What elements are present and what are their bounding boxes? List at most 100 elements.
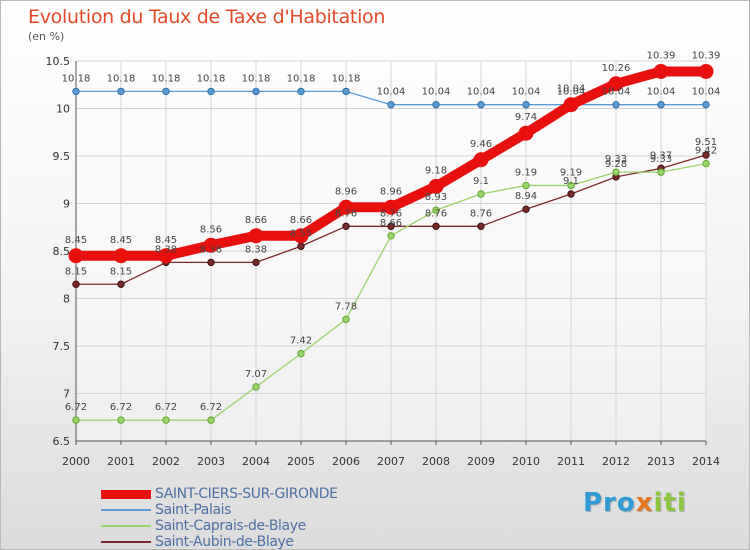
data-point (567, 181, 575, 190)
x-tick-label: 2013 (647, 455, 675, 468)
data-label: 6.72 (155, 402, 177, 413)
data-point (477, 101, 485, 109)
data-label: 9.1 (563, 176, 579, 187)
x-tick-label: 2005 (287, 455, 315, 468)
data-point (657, 168, 665, 176)
x-tick-label: 2008 (422, 455, 450, 468)
x-tick-label: 2011 (557, 455, 585, 468)
data-label: 6.72 (65, 402, 87, 413)
series-lines (68, 63, 714, 424)
data-point (117, 416, 125, 424)
data-label: 7.42 (290, 336, 312, 347)
data-label: 8.66 (380, 218, 402, 229)
data-label: 10.18 (287, 73, 316, 84)
data-label: 9.18 (425, 165, 447, 176)
data-label: 10.18 (152, 73, 181, 84)
data-label: 9.33 (605, 154, 627, 165)
data-label: 8.76 (425, 208, 447, 219)
data-label: 10.26 (602, 63, 631, 74)
data-label: 10.18 (62, 73, 91, 84)
data-label: 8.15 (65, 266, 87, 277)
data-label: 8.56 (200, 224, 222, 235)
data-label: 9.28 (605, 159, 627, 170)
y-tick-label: 10.5 (46, 55, 71, 68)
data-point (297, 87, 305, 96)
data-point (207, 416, 215, 424)
data-label: 8.96 (380, 186, 402, 197)
x-tick-label: 2012 (602, 455, 630, 468)
x-tick-label: 2009 (467, 455, 495, 468)
data-point (72, 280, 80, 288)
y-tick-label: 10 (56, 103, 70, 116)
x-tick-label: 2007 (377, 455, 405, 468)
data-label: 9.37 (650, 150, 672, 161)
data-label: 9.33 (650, 154, 672, 165)
data-point (207, 258, 215, 267)
data-point (338, 199, 354, 215)
legend-swatch (101, 541, 151, 543)
data-point (342, 87, 350, 96)
data-point (698, 63, 714, 79)
data-label: 10.18 (107, 73, 136, 84)
data-label: 8.94 (515, 191, 537, 202)
data-point (342, 222, 350, 231)
data-point (72, 416, 80, 424)
data-point (702, 101, 710, 109)
data-label: 10.04 (422, 87, 451, 98)
data-label: 9.74 (515, 112, 537, 123)
data-point (432, 222, 440, 231)
data-point (293, 228, 309, 244)
data-label: 9.19 (515, 167, 537, 178)
y-tick-label: 9.5 (53, 150, 71, 163)
data-label: 8.38 (155, 244, 177, 255)
data-label: 8.45 (110, 235, 132, 246)
data-label: 8.55 (290, 228, 312, 239)
data-point (72, 87, 80, 96)
x-tick-label: 2000 (62, 455, 90, 468)
y-tick-label: 6.5 (53, 435, 71, 448)
data-label: 9.19 (560, 167, 582, 178)
data-point (608, 76, 624, 92)
data-point (432, 101, 440, 109)
data-point (477, 190, 485, 198)
x-tick-label: 2010 (512, 455, 540, 468)
data-label: 8.38 (245, 244, 267, 255)
data-label: 10.04 (467, 87, 496, 98)
y-tick-label: 8 (63, 293, 70, 306)
data-point (207, 87, 215, 96)
chart-title: Evolution du Taux de Taxe d'Habitation (28, 6, 386, 28)
data-point (612, 101, 620, 109)
data-point (428, 178, 444, 194)
data-label: 8.45 (65, 235, 87, 246)
y-tick-label: 9 (63, 198, 70, 211)
data-point (518, 125, 534, 141)
data-label: 9.42 (695, 146, 717, 157)
legend-swatch (101, 525, 151, 527)
data-label: 10.04 (602, 87, 631, 98)
x-tick-label: 2002 (152, 455, 180, 468)
data-label: 6.72 (200, 402, 222, 413)
data-label: 10.39 (692, 50, 721, 61)
data-label: 8.96 (335, 186, 357, 197)
legend-label: Saint-Caprais-de-Blaye (155, 518, 306, 534)
data-label: 8.45 (155, 235, 177, 246)
data-label: 9.46 (470, 139, 492, 150)
data-point (158, 248, 174, 264)
data-point (522, 101, 530, 109)
x-tick-label: 2014 (692, 455, 720, 468)
data-label: 8.66 (245, 215, 267, 226)
data-label: 10.04 (557, 87, 586, 98)
data-point (522, 181, 530, 190)
data-point (387, 232, 395, 240)
data-label: 10.18 (332, 73, 361, 84)
legend-swatch (101, 509, 151, 511)
data-label: 8.93 (425, 192, 447, 203)
legend-label: Saint-Palais (155, 502, 232, 518)
data-point (113, 248, 129, 264)
data-label: 7.78 (335, 301, 357, 312)
data-label: 6.72 (110, 402, 132, 413)
data-point (563, 97, 579, 113)
axes: 6.5 7 7.5 8 8.5 9 9.5 10 10.5 2000 2001 2002 2003 200… (46, 55, 721, 468)
data-label: 10.04 (557, 84, 586, 95)
